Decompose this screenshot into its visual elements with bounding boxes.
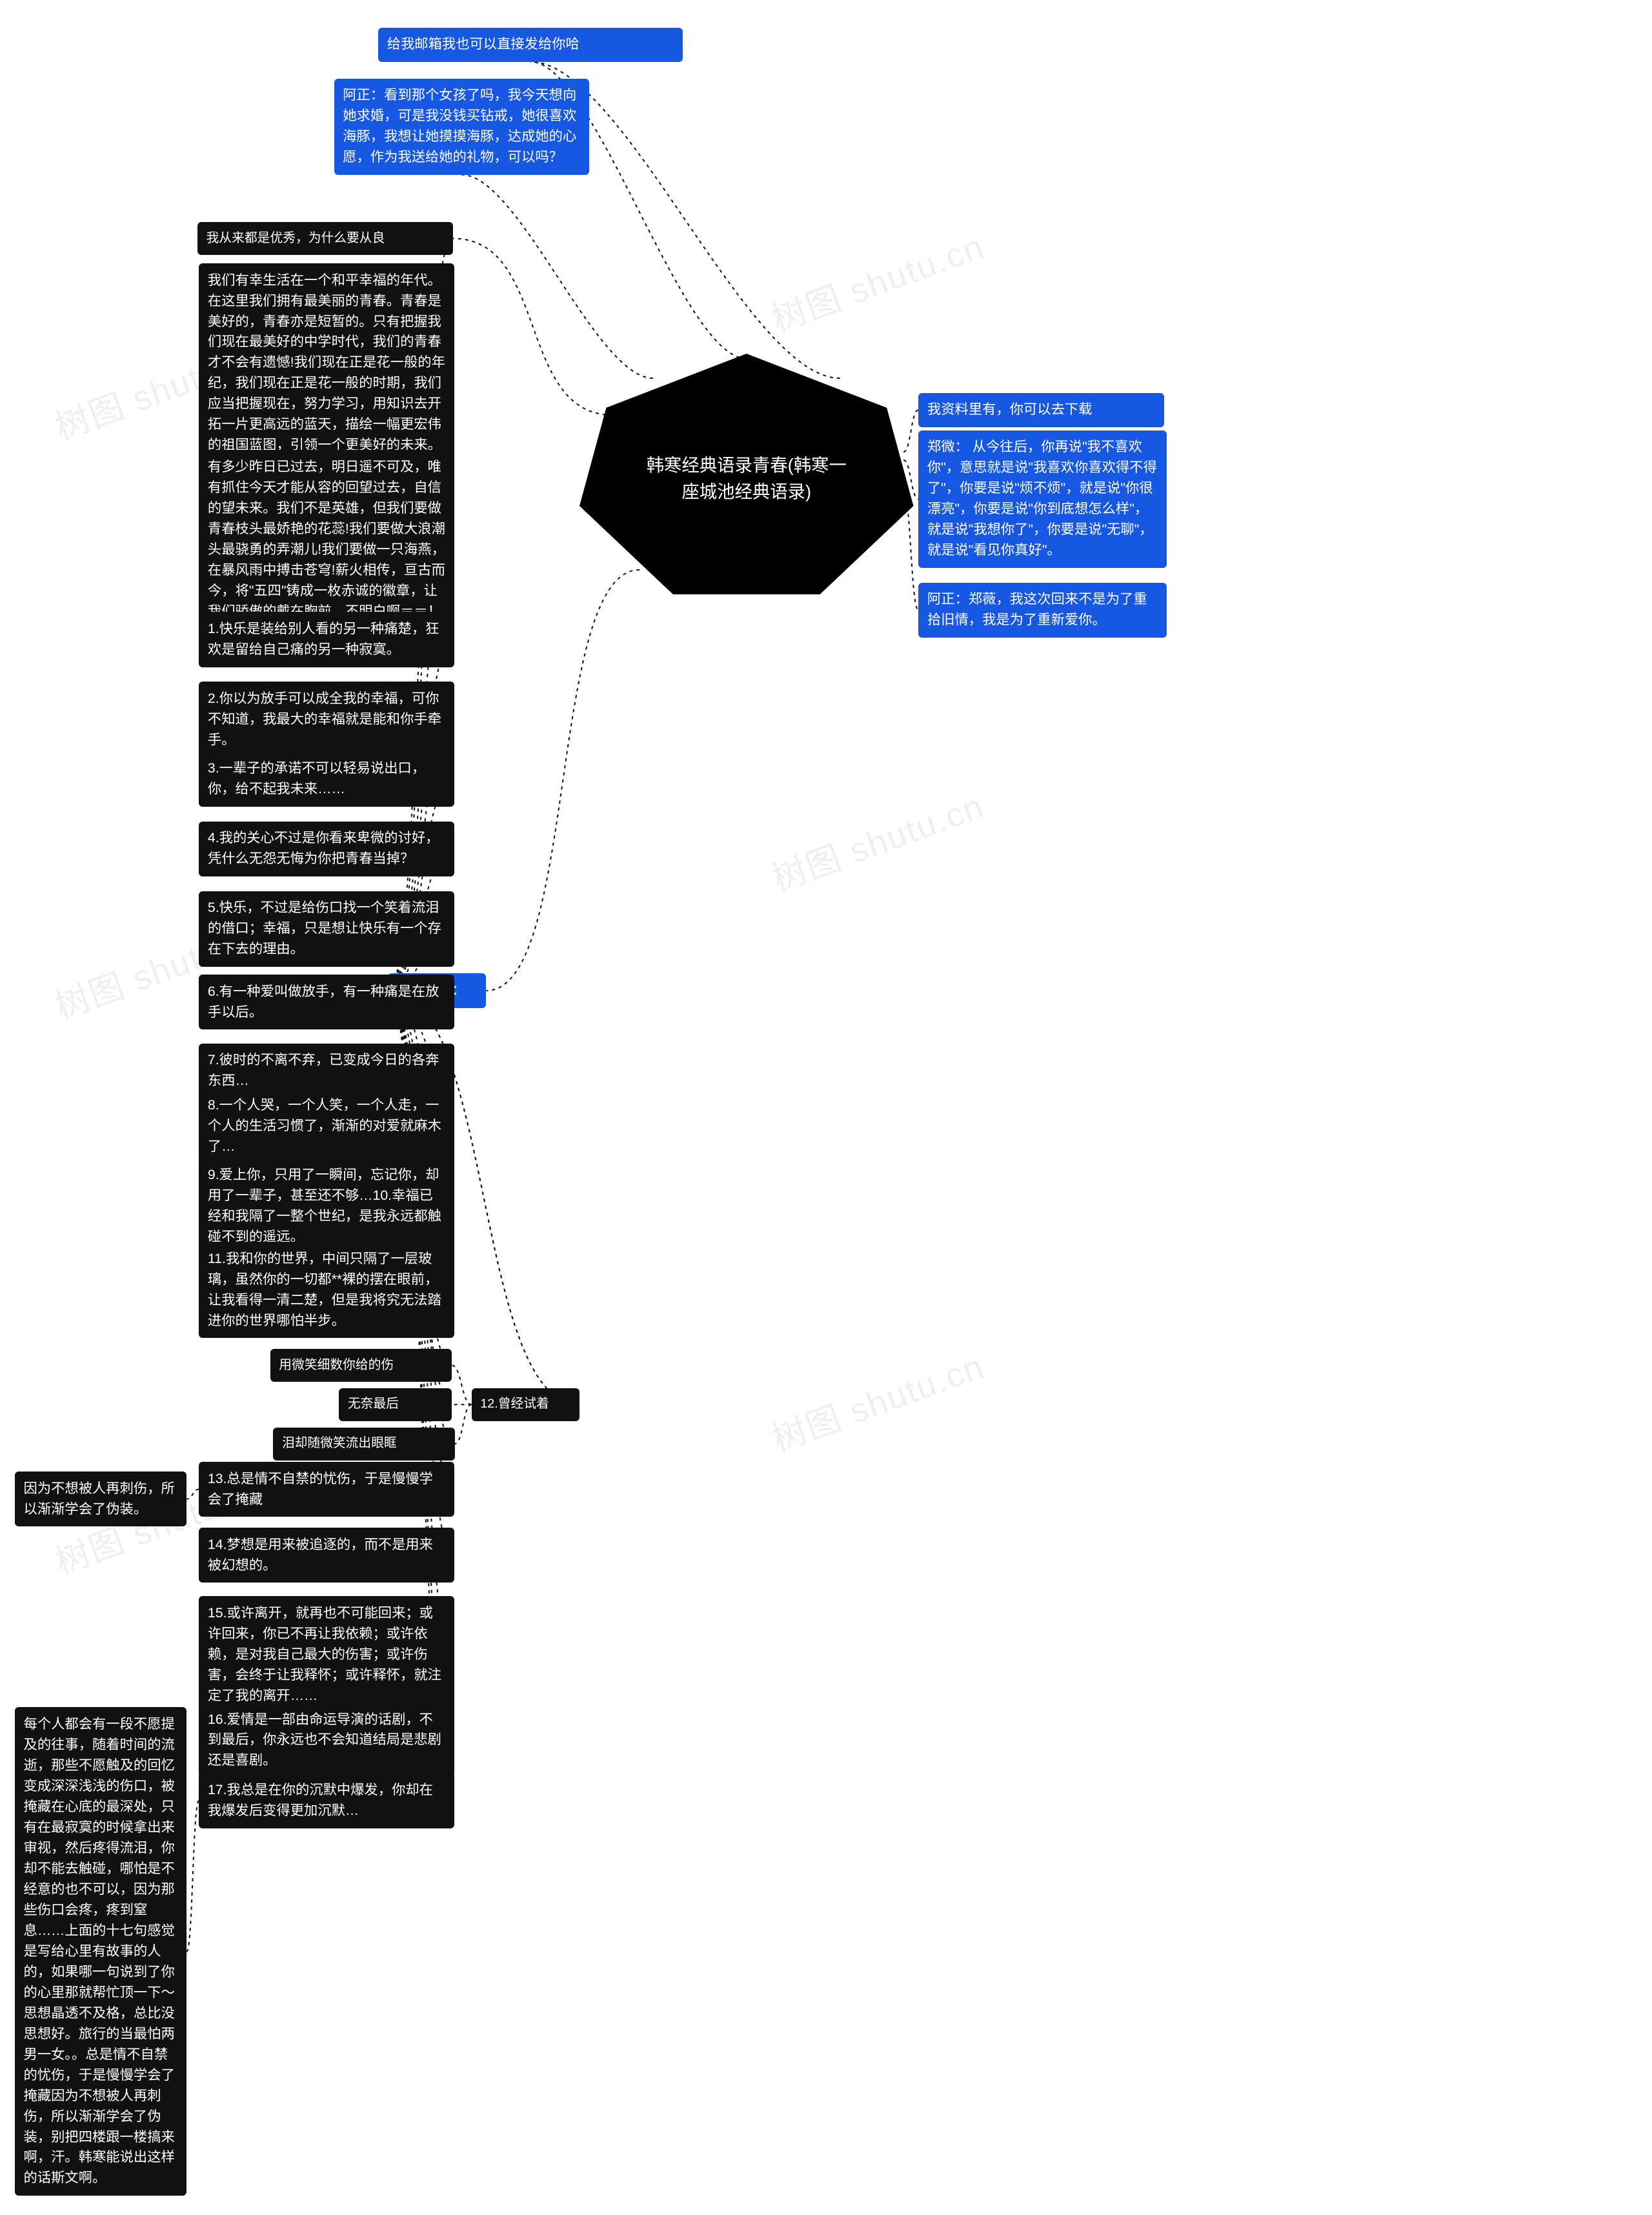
node-R1: 我资料里有，你可以去下载 — [918, 393, 1164, 427]
watermark: 树图 shutu.cn — [764, 779, 990, 902]
watermark: 树图 shutu.cn — [764, 219, 990, 341]
node-L10: 8.一个人哭，一个人笑，一个人走，一个人的生活习惯了，渐渐的对爱就麻木了… — [199, 1089, 454, 1164]
node-L13d: 泪却随微笑流出眼眶 — [273, 1428, 455, 1461]
node-L0: 我从来都是优秀，为什么要从良 — [197, 222, 453, 255]
node-L8: 6.有一种爱叫做放手，有一种痛是在放手以后。 — [199, 975, 454, 1029]
center-label: 韩寒经典语录青春(韩寒一座城池经典语录) — [647, 452, 847, 505]
node-L6: 4.我的关心不过是你看来卑微的讨好，凭什么无怨无悔为你把青春当掉？ — [199, 822, 454, 876]
node-L18b: 每个人都会有一段不愿提及的往事，随着时间的流逝，那些不愿触及的回忆变成深深浅浅的… — [15, 1707, 186, 2196]
node-L7: 5.快乐，不过是给伤口找一个笑着流泪的借口；幸福，只是想让快乐有一个存在下去的理… — [199, 891, 454, 967]
node-L13a: 用微笑细数你给的伤 — [270, 1349, 452, 1382]
watermark: 树图 shutu.cn — [764, 1339, 990, 1461]
node-T1: 给我邮箱我也可以直接发给你哈 — [378, 28, 683, 62]
mindmap-canvas: 树图 shutu.cn树图 shutu.cn树图 shutu.cn树图 shut… — [0, 0, 1652, 2215]
node-R3: 阿正：郑薇，我这次回来不是为了重拾旧情，我是为了重新爱你。 — [918, 583, 1167, 638]
node-L2: 有多少昨日已过去，明日遥不可及，唯有抓住今天才能从容的回望过去，自信的望未来。我… — [199, 450, 454, 629]
node-L16: 15.或许离开，就再也不可能回来；或许回来，你已不再让我依赖；或许依赖，是对我自… — [199, 1596, 454, 1713]
node-R2: 郑微： 从今往后，你再说"我不喜欢你"，意思就是说"我喜欢你喜欢得不得了"，你要… — [918, 430, 1167, 568]
node-L1: 我们有幸生活在一个和平幸福的年代。在这里我们拥有最美丽的青春。青春是美好的，青春… — [199, 263, 454, 463]
node-L13c: 12.曾经试着 — [472, 1388, 579, 1421]
node-L3: 1.快乐是装给别人看的另一种痛楚，狂欢是留给自己痛的另一种寂寞。 — [199, 612, 454, 667]
node-L4: 2.你以为放手可以成全我的幸福，可你不知道，我最大的幸福就是能和你手牵手。 — [199, 682, 454, 757]
node-L13b: 无奈最后 — [339, 1388, 452, 1421]
node-L14: 13.总是情不自禁的忧伤，于是慢慢学会了掩藏 — [199, 1462, 454, 1517]
node-L11: 9.爱上你，只用了一瞬间，忘记你，却用了一辈子，甚至还不够…10.幸福已经和我隔… — [199, 1158, 454, 1255]
node-L18: 17.我总是在你的沉默中爆发，你却在我爆发后变得更加沉默… — [199, 1773, 454, 1828]
node-L5: 3.一辈子的承诺不可以轻易说出口，你，给不起我未来…… — [199, 751, 454, 806]
node-L14b: 因为不想被人再刺伤，所以渐渐学会了伪装。 — [15, 1472, 186, 1526]
node-L15: 14.梦想是用来被追逐的，而不是用来被幻想的。 — [199, 1528, 454, 1583]
node-L17: 16.爱情是一部由命运导演的话剧，不到最后，你永远也不会知道结局是悲剧还是喜剧。 — [199, 1703, 454, 1778]
node-L12: 11.我和你的世界，中间只隔了一层玻璃，虽然你的一切都**裸的摆在眼前，让我看得… — [199, 1242, 454, 1338]
node-T2: 阿正：看到那个女孩了吗，我今天想向她求婚，可是我没钱买钻戒，她很喜欢海豚，我想让… — [334, 79, 590, 175]
